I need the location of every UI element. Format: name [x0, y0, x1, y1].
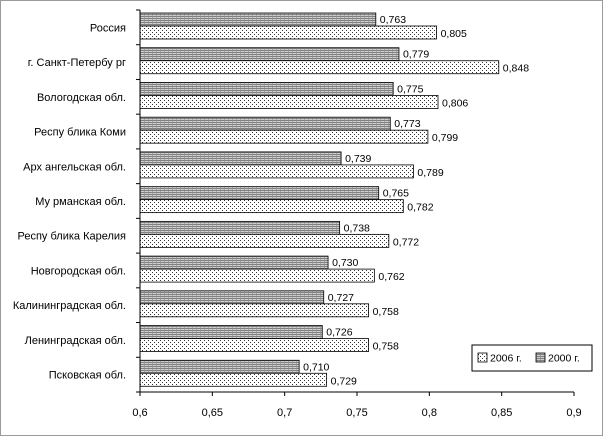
data-label-2000: 0,763	[380, 14, 406, 26]
category-label: Псковская обл.	[49, 370, 126, 382]
data-label-2006: 0,806	[442, 97, 468, 109]
bar-2006	[139, 268, 375, 283]
category-label: Респу блика Карелия	[18, 231, 127, 243]
data-label-2000: 0,775	[397, 83, 423, 95]
bar-2006	[139, 95, 439, 109]
data-label-2000: 0,739	[345, 153, 371, 165]
data-label-2006: 0,729	[331, 375, 357, 387]
bar-2006	[139, 372, 328, 387]
bar-2006	[139, 199, 404, 214]
bar-2000	[139, 82, 394, 96]
bar-2006	[139, 60, 500, 75]
legend-label-2006: 2006 г.	[490, 353, 522, 365]
data-label-2000: 0,765	[383, 188, 409, 200]
legend-label-2000: 2000 г.	[548, 353, 580, 365]
x-tick-label: 0,65	[202, 407, 223, 419]
bar-2000	[139, 359, 300, 374]
x-tick-label: 0,9	[566, 407, 581, 419]
data-label-2000: 0,773	[394, 118, 420, 130]
data-label-2006: 0,789	[417, 167, 443, 179]
bar-2006	[139, 233, 390, 248]
bar-2006	[139, 303, 369, 318]
category-label: Новгородская обл.	[31, 265, 126, 277]
bar-2006	[139, 338, 369, 352]
category-label: Ленинградская обл.	[25, 335, 126, 347]
legend: 2006 г. 2000 г.	[471, 344, 593, 372]
category-label: г. Санкт-Петербу рг	[28, 57, 126, 69]
data-label-2006: 0,848	[503, 63, 529, 75]
category-label: Му рманская обл.	[35, 196, 126, 208]
data-label-2006: 0,758	[373, 306, 399, 318]
bar-2006	[139, 129, 429, 144]
data-label-2006: 0,762	[378, 271, 404, 283]
legend-swatch-2006	[477, 352, 488, 363]
x-tick-label: 0,7	[277, 407, 292, 419]
data-label-2006: 0,782	[407, 202, 433, 214]
data-label-2000: 0,710	[303, 361, 329, 373]
category-label: Россия	[90, 22, 126, 34]
legend-box	[471, 344, 593, 372]
bar-2000	[139, 220, 341, 235]
data-label-2006: 0,758	[373, 341, 399, 353]
bar-2006	[139, 164, 414, 179]
category-label: Вологодская обл.	[37, 92, 126, 104]
category-label: Арх ангельская обл.	[23, 161, 126, 173]
data-label-2000: 0,730	[332, 257, 358, 269]
data-label-2006: 0,805	[441, 28, 467, 40]
data-label-2000: 0,726	[326, 327, 352, 339]
x-tick-label: 0,8	[422, 407, 437, 419]
bar-2000	[139, 151, 342, 166]
data-label-2006: 0,799	[432, 132, 458, 144]
x-tick-label: 0,6	[132, 407, 147, 419]
bar-2000	[139, 325, 323, 339]
bar-2000	[139, 12, 377, 27]
bar-2000	[139, 255, 329, 270]
bar-2000	[139, 47, 400, 62]
category-label: Респу блика Коми	[34, 127, 126, 139]
bar-2006	[139, 25, 437, 40]
bar-2000	[139, 290, 325, 305]
bar-2000	[139, 116, 391, 131]
x-tick-label: 0,75	[346, 407, 367, 419]
legend-swatch-2000	[535, 352, 546, 363]
category-label: Калининградская обл.	[13, 300, 126, 312]
plot-area: 0,763 0,805 Россия 0,779 0,848 г. Санкт-Петер…	[13, 9, 593, 419]
x-tick-label: 0,85	[491, 407, 512, 419]
data-label-2006: 0,772	[393, 236, 419, 248]
data-label-2000: 0,779	[403, 49, 429, 61]
bar-2000	[139, 186, 380, 201]
data-label-2000: 0,738	[344, 222, 370, 234]
data-label-2000: 0,727	[328, 292, 354, 304]
